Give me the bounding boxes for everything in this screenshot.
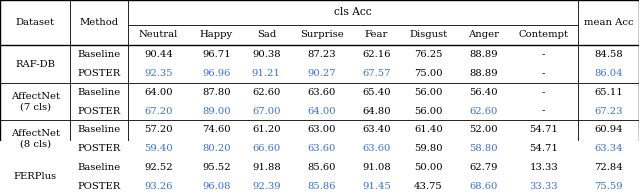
Text: 88.89: 88.89: [470, 69, 498, 78]
Text: 86.04: 86.04: [594, 69, 623, 78]
Text: 63.00: 63.00: [307, 125, 336, 134]
Text: AffectNet: AffectNet: [11, 92, 60, 101]
Text: Surprise: Surprise: [300, 30, 344, 40]
Text: 96.08: 96.08: [202, 182, 230, 191]
Text: 90.44: 90.44: [144, 50, 173, 59]
Text: POSTER: POSTER: [77, 144, 120, 153]
Text: 62.16: 62.16: [362, 50, 390, 59]
Text: (7 cls): (7 cls): [20, 102, 51, 111]
Text: Happy: Happy: [200, 30, 233, 40]
Text: Method: Method: [79, 18, 118, 27]
Text: 91.88: 91.88: [252, 163, 281, 172]
Text: 61.40: 61.40: [414, 125, 443, 134]
Text: 96.71: 96.71: [202, 50, 230, 59]
Text: 59.40: 59.40: [144, 144, 173, 153]
Text: 80.20: 80.20: [202, 144, 230, 153]
Text: 75.00: 75.00: [414, 69, 443, 78]
Text: 65.40: 65.40: [362, 88, 391, 97]
Text: 64.00: 64.00: [144, 88, 173, 97]
Text: 58.80: 58.80: [470, 144, 498, 153]
Text: 63.60: 63.60: [308, 88, 336, 97]
Text: RAF-DB: RAF-DB: [15, 59, 55, 69]
Text: -: -: [542, 50, 545, 59]
Text: 43.75: 43.75: [414, 182, 443, 191]
Text: POSTER: POSTER: [77, 182, 120, 191]
Text: 92.39: 92.39: [252, 182, 280, 191]
Text: 64.80: 64.80: [362, 107, 391, 115]
Text: 61.20: 61.20: [252, 125, 280, 134]
Text: 66.60: 66.60: [252, 144, 280, 153]
Text: 59.80: 59.80: [414, 144, 443, 153]
Text: 72.84: 72.84: [594, 163, 623, 172]
Text: Baseline: Baseline: [77, 50, 120, 59]
Text: POSTER: POSTER: [77, 107, 120, 115]
Text: 62.60: 62.60: [252, 88, 280, 97]
Text: 91.45: 91.45: [362, 182, 391, 191]
Text: 52.00: 52.00: [470, 125, 498, 134]
Text: 57.20: 57.20: [144, 125, 173, 134]
Text: 76.25: 76.25: [414, 50, 443, 59]
Text: Contempt: Contempt: [519, 30, 569, 40]
Text: 89.00: 89.00: [202, 107, 230, 115]
Text: Baseline: Baseline: [77, 125, 120, 134]
Text: 63.60: 63.60: [362, 144, 390, 153]
Text: 75.59: 75.59: [594, 182, 623, 191]
Text: 95.52: 95.52: [202, 163, 230, 172]
Text: (8 cls): (8 cls): [20, 140, 51, 149]
Text: Neutral: Neutral: [139, 30, 178, 40]
Text: 92.52: 92.52: [144, 163, 173, 172]
Text: 56.00: 56.00: [414, 88, 443, 97]
Text: 62.60: 62.60: [470, 107, 498, 115]
Text: 60.94: 60.94: [594, 125, 623, 134]
Text: 54.71: 54.71: [529, 125, 558, 134]
Text: POSTER: POSTER: [77, 69, 120, 78]
Text: Baseline: Baseline: [77, 88, 120, 97]
Text: 90.27: 90.27: [307, 69, 336, 78]
Text: 63.40: 63.40: [362, 125, 391, 134]
Text: Anger: Anger: [468, 30, 499, 40]
Text: 87.23: 87.23: [307, 50, 336, 59]
Text: -: -: [542, 88, 545, 97]
Text: 64.00: 64.00: [307, 107, 336, 115]
Text: 13.33: 13.33: [529, 163, 558, 172]
Text: 85.60: 85.60: [307, 163, 336, 172]
Text: 67.57: 67.57: [362, 69, 390, 78]
Text: 54.71: 54.71: [529, 144, 558, 153]
Text: FERPlus: FERPlus: [13, 172, 57, 181]
Text: 68.60: 68.60: [470, 182, 498, 191]
Text: Sad: Sad: [257, 30, 276, 40]
Text: 67.23: 67.23: [594, 107, 623, 115]
Text: 50.00: 50.00: [414, 163, 443, 172]
Text: Baseline: Baseline: [77, 163, 120, 172]
Text: 56.40: 56.40: [470, 88, 498, 97]
Text: AffectNet: AffectNet: [11, 130, 60, 138]
Text: 85.86: 85.86: [307, 182, 336, 191]
Text: 63.60: 63.60: [308, 144, 336, 153]
Text: 67.20: 67.20: [144, 107, 173, 115]
Text: 96.96: 96.96: [202, 69, 230, 78]
Text: cls Acc: cls Acc: [334, 7, 372, 17]
Text: 74.60: 74.60: [202, 125, 230, 134]
Text: 63.34: 63.34: [594, 144, 623, 153]
Text: 87.80: 87.80: [202, 88, 230, 97]
Text: -: -: [542, 69, 545, 78]
Text: 91.21: 91.21: [252, 69, 281, 78]
Text: 90.38: 90.38: [252, 50, 280, 59]
Text: 62.79: 62.79: [470, 163, 498, 172]
Text: 56.00: 56.00: [414, 107, 443, 115]
Text: 92.35: 92.35: [144, 69, 173, 78]
Text: 67.00: 67.00: [252, 107, 280, 115]
Text: 88.89: 88.89: [470, 50, 498, 59]
Text: 93.26: 93.26: [144, 182, 173, 191]
Text: 65.11: 65.11: [594, 88, 623, 97]
Text: 84.58: 84.58: [594, 50, 623, 59]
Text: Dataset: Dataset: [15, 18, 54, 27]
Text: Fear: Fear: [365, 30, 388, 40]
Text: Disgust: Disgust: [410, 30, 447, 40]
Text: mean Acc: mean Acc: [584, 18, 633, 27]
Text: 91.08: 91.08: [362, 163, 391, 172]
Text: -: -: [542, 107, 545, 115]
Text: 33.33: 33.33: [529, 182, 558, 191]
